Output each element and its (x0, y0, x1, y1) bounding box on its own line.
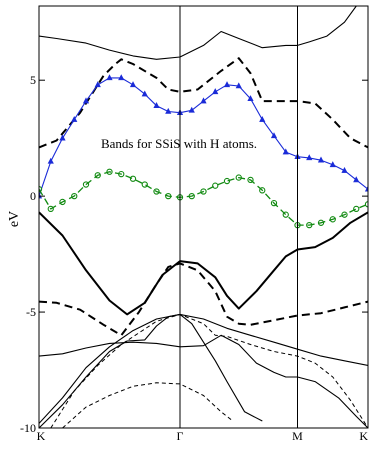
y-axis-label: eV (7, 211, 22, 227)
chart-annotation: Bands for SSiS with H atoms. (101, 136, 257, 151)
green-circle-marker-27 (341, 211, 348, 218)
band-line-1 (39, 6, 357, 60)
green-circle-marker-19 (247, 176, 254, 184)
green-circle-marker-8 (118, 170, 125, 178)
axis-ticks: -10 -5 0 5 K Γ M K (20, 73, 368, 443)
blue-triangle-marker-4 (71, 115, 78, 122)
green-circle-marker-24 (306, 221, 313, 229)
green-circle-marker-11 (153, 188, 160, 195)
green-circle-marker-22 (282, 211, 289, 218)
band-line-5 (39, 211, 368, 316)
plot-border (38, 5, 369, 429)
blue-triangle-marker-12 (165, 107, 172, 114)
band-line-4 (39, 171, 368, 226)
green-circle-marker-21 (270, 199, 278, 207)
green-circle-marker-7 (106, 168, 113, 175)
green-circle-marker-3 (59, 198, 66, 206)
blue-triangle-marker-28 (353, 176, 360, 183)
y-tick-label-3: 0 (30, 189, 36, 203)
green-circle-marker-10 (141, 181, 148, 188)
blue-triangle-marker-25 (317, 156, 325, 163)
blue-triangle-marker-14 (188, 106, 195, 113)
blue-triangle-marker-22 (282, 148, 289, 155)
blue-triangle-marker-11 (153, 102, 160, 109)
blue-triangle-marker-8 (118, 74, 125, 81)
green-circle-marker-4 (71, 192, 78, 200)
band-line-10 (50, 313, 368, 428)
band-line-7 (39, 313, 368, 424)
green-circle-marker-2 (47, 205, 54, 213)
band-line-2 (39, 57, 368, 149)
green-circle-marker-16 (212, 182, 219, 189)
blue-triangle-marker-10 (141, 90, 148, 97)
x-tick-label-2: Γ (177, 429, 184, 443)
green-circle-marker-17 (223, 177, 231, 185)
y-tick-label-2: -5 (26, 305, 36, 319)
band-line-11 (62, 382, 234, 428)
blue-triangle-marker-24 (306, 154, 313, 161)
blue-triangle-marker-26 (329, 161, 336, 168)
blue-triangle-marker-16 (212, 88, 219, 95)
green-circle-marker-18 (235, 174, 242, 181)
y-tick-label-1: -10 (20, 421, 36, 435)
band-line-9 (39, 313, 263, 428)
green-circle-marker-9 (129, 175, 137, 182)
x-tick-label-1: K (37, 429, 46, 443)
blue-triangle-marker-5 (82, 97, 90, 104)
blue-triangle-marker-6 (94, 81, 101, 88)
blue-triangle-marker-15 (200, 97, 207, 104)
green-circle-marker-6 (94, 172, 101, 179)
blue-triangle-marker-3 (59, 134, 66, 141)
green-circle-marker-5 (82, 181, 90, 188)
band-line-8 (39, 334, 368, 428)
band-line-6 (39, 262, 368, 337)
high-symmetry-lines (179, 6, 298, 428)
blue-triangle-marker-20 (259, 115, 266, 122)
blue-triangle-marker-27 (341, 166, 348, 173)
x-tick-label-4: K (359, 429, 368, 443)
blue-triangle-marker-21 (270, 132, 278, 139)
green-circle-marker-20 (259, 187, 266, 194)
green-circle-marker-28 (353, 205, 360, 213)
blue-triangle-marker-18 (235, 82, 242, 89)
green-circle-marker-26 (329, 216, 336, 223)
bands-layer (39, 6, 368, 428)
y-tick-label-4: 5 (30, 73, 36, 87)
green-circle-marker-15 (200, 188, 207, 195)
blue-triangle-marker-17 (223, 81, 231, 88)
green-circle-marker-12 (165, 192, 172, 200)
x-tick-label-3: M (292, 429, 303, 443)
plot-frame (38, 5, 369, 429)
blue-triangle-marker-2 (47, 157, 54, 164)
blue-triangle-marker-7 (106, 74, 113, 81)
green-circle-marker-25 (317, 219, 325, 226)
blue-triangle-marker-29 (364, 185, 368, 192)
blue-triangle-marker-9 (129, 81, 137, 88)
green-circle-marker-14 (188, 192, 195, 200)
blue-triangle-marker-19 (247, 95, 254, 102)
